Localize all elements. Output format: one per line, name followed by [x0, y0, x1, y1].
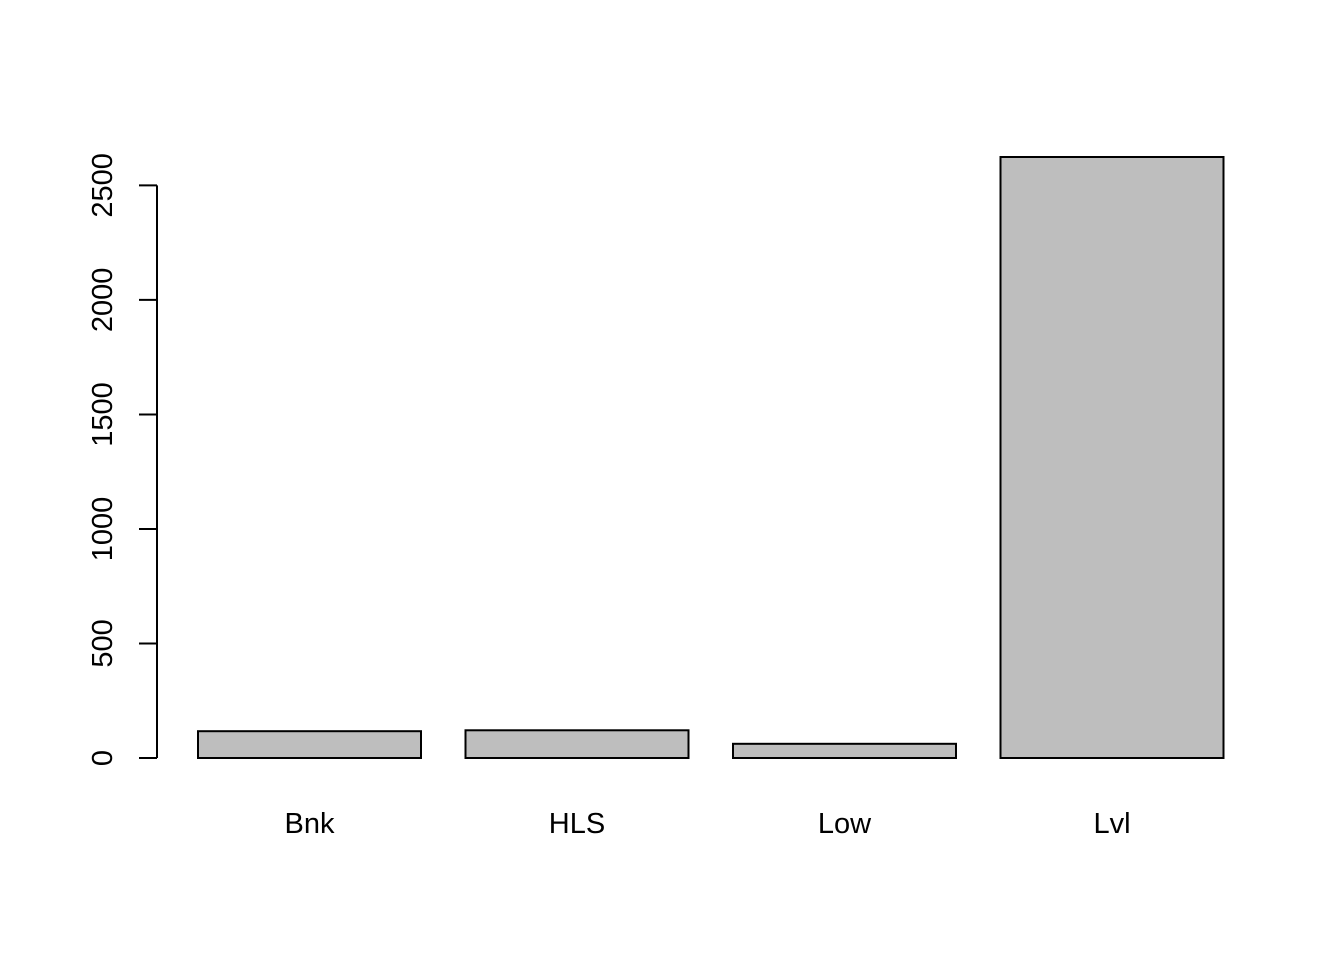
bars-layer	[197, 156, 1225, 760]
x-axis-labels: Bnk HLS Low Lvl	[285, 808, 1131, 840]
x-tick-label-lvl: Lvl	[1093, 808, 1130, 840]
y-tick-label-1000: 1000	[87, 497, 119, 562]
x-tick-label-hls: HLS	[549, 808, 605, 840]
bar-hls	[464, 729, 690, 759]
bar-lvl	[999, 156, 1225, 759]
y-axis: 0 500 1000 1500 2000 2500	[87, 153, 158, 766]
y-tick-label-1500: 1500	[87, 382, 119, 447]
x-tick-label-bnk: Bnk	[285, 808, 335, 840]
y-tick-label-500: 500	[87, 619, 119, 667]
x-tick-label-low: Low	[818, 808, 872, 840]
bar-low	[732, 742, 957, 760]
bar-bnk	[197, 730, 422, 760]
y-tick-label-0: 0	[87, 750, 119, 766]
y-tick-label-2500: 2500	[87, 153, 119, 218]
y-tick-label-2000: 2000	[87, 268, 119, 333]
